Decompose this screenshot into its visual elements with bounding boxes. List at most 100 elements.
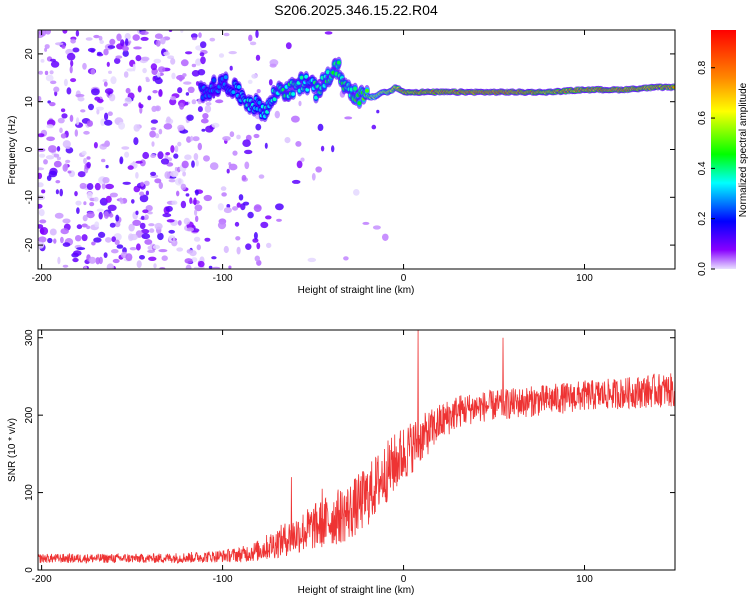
spectrogram-blob xyxy=(183,81,192,85)
spectrogram-blob xyxy=(147,95,152,101)
spectrogram-blob xyxy=(161,255,168,261)
spectrogram-blob xyxy=(57,256,61,265)
spectrogram-blob xyxy=(116,33,122,42)
spectrogram-blob xyxy=(62,164,68,172)
spectrogram-blob xyxy=(86,191,93,200)
spectrogram-blob xyxy=(344,116,353,120)
spectrogram-blob xyxy=(109,38,116,46)
spectrogram-blob xyxy=(105,237,112,243)
spectrogram-blob xyxy=(142,209,149,214)
spectrogram-blob xyxy=(56,156,62,161)
spectrogram-blob xyxy=(242,139,251,147)
spectrogram-blob xyxy=(232,150,238,156)
spectrogram-blob xyxy=(217,203,224,211)
spectrogram-blob xyxy=(232,206,238,211)
ridge-core xyxy=(314,95,318,100)
spectrogram-blob xyxy=(166,116,171,123)
spectrogram-blob xyxy=(147,249,156,253)
spectrogram-blob xyxy=(148,223,155,227)
spectrogram-blob xyxy=(177,141,182,147)
spectrogram-blob xyxy=(41,189,46,194)
spectrogram-blob xyxy=(244,149,253,155)
snr-frame xyxy=(37,329,676,571)
spectrogram-blob xyxy=(50,80,57,85)
spectrogram-blob xyxy=(229,131,235,138)
spectrogram-blob xyxy=(203,155,210,162)
spectrogram-blob xyxy=(124,33,131,41)
spectrogram-blob xyxy=(119,156,124,165)
spectrogram-blob xyxy=(163,123,173,130)
spectrogram-blob xyxy=(87,47,96,53)
spectrogram-blob xyxy=(81,223,88,228)
spectrogram-blob xyxy=(99,197,108,206)
spectrogram-blob xyxy=(200,56,206,65)
spectrogram-blob xyxy=(103,48,109,56)
spectrogram-blob xyxy=(176,190,180,197)
spectrogram-blob xyxy=(158,182,163,189)
colorbar-tick-label: 0.6 xyxy=(697,111,708,125)
spectrogram-blob xyxy=(83,130,90,135)
snr-panel: -200 -100 0 100 0 100 200 300 Height of straig… xyxy=(7,329,676,596)
spectrogram-blob xyxy=(76,207,80,215)
spectrogram-blob xyxy=(151,141,155,147)
ridge-core xyxy=(672,86,675,89)
spectrogram-blob xyxy=(226,168,230,174)
spectrogram-blob xyxy=(226,204,231,208)
spectrogram-blob xyxy=(274,110,280,119)
y-tick-label: 10 xyxy=(24,96,35,108)
spectrogram-blob xyxy=(203,194,212,202)
spectrogram-blob xyxy=(106,61,110,67)
spectrogram-blob xyxy=(44,44,50,49)
spectrogram-blob xyxy=(291,179,301,184)
spectrogram-blob xyxy=(129,247,137,251)
y-tick-label: 100 xyxy=(24,484,35,501)
spectrogram-blob xyxy=(174,178,184,186)
spectrogram-blob xyxy=(221,192,227,197)
spectrogram-blob xyxy=(40,59,45,63)
spectrogram-blob xyxy=(142,67,147,74)
spectrogram-blob xyxy=(195,160,199,167)
spectrogram-blob xyxy=(107,45,116,49)
spectrogram-blob xyxy=(186,227,195,232)
spectrogram-blob xyxy=(85,37,93,41)
spectrogram-blob xyxy=(62,242,71,247)
spectrogram-blob xyxy=(254,255,260,262)
spectrogram-blob xyxy=(103,81,108,87)
spectrogram-blob xyxy=(39,227,49,235)
spectrogram-blob xyxy=(94,221,100,228)
spectrogram-blob xyxy=(72,257,79,263)
x-tick-label: 100 xyxy=(576,273,593,284)
spectrogram-blob xyxy=(150,63,158,71)
spectrogram-blob xyxy=(247,79,253,84)
spectrogram-blob xyxy=(70,78,77,83)
spectrogram-blob xyxy=(38,70,43,75)
spectrogram-blob xyxy=(103,211,109,219)
spectrogram-blob xyxy=(147,211,153,215)
spectrogram-blob xyxy=(285,42,292,50)
y-tick-label: -10 xyxy=(24,190,35,205)
spectrogram-blob xyxy=(150,119,158,124)
spectrogram-blob xyxy=(315,166,323,173)
spectrogram-blob xyxy=(170,170,179,178)
spectrogram-blob xyxy=(38,203,43,209)
ridge-core xyxy=(231,90,236,94)
spectrogram-blob xyxy=(135,55,142,62)
ridge-core xyxy=(353,86,358,91)
spectrogram-blob xyxy=(150,171,157,176)
spectrogram-blob xyxy=(191,63,197,68)
spectrogram-blob xyxy=(168,179,176,183)
spectrogram-blob xyxy=(186,136,192,143)
spectrogram-blob xyxy=(223,245,229,254)
spectrogram-blob xyxy=(49,102,56,107)
spectrogram-blob xyxy=(158,128,163,135)
spectrogram-blob xyxy=(150,127,157,131)
spectrogram-blob xyxy=(124,151,130,158)
spectrogram-x-label: Height of straight line (km) xyxy=(298,285,415,296)
spectrogram-blob xyxy=(260,221,269,229)
spectrogram-blob xyxy=(160,37,166,45)
spectrogram-blob xyxy=(154,178,162,184)
spectrogram-blob xyxy=(197,106,203,113)
spectrogram-blob xyxy=(75,117,80,126)
spectrogram-blob xyxy=(112,258,120,264)
